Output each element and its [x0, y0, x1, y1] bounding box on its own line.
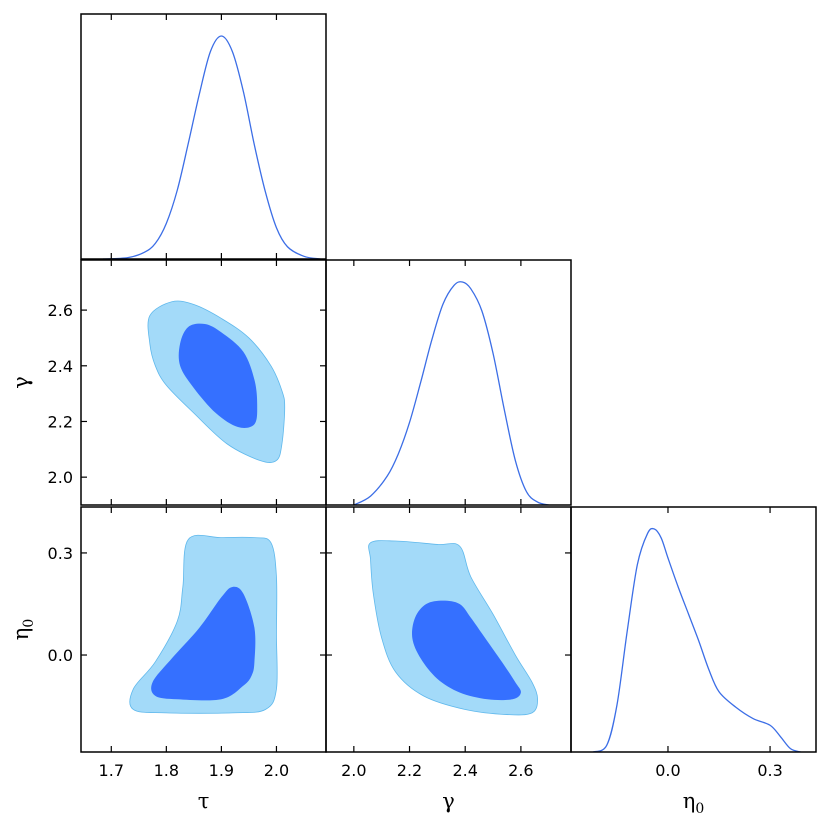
x-axis-label-tau: τ	[198, 789, 210, 813]
contour-68-gamma-eta0	[412, 600, 521, 701]
x-tick-label-tau: 1.8	[154, 761, 179, 780]
x-tick-label-gamma: 2.6	[508, 761, 533, 780]
x-tick-label-tau: 2.0	[264, 761, 289, 780]
y-tick-label-gamma: 2.6	[48, 301, 73, 320]
marginal-curve-tau	[102, 35, 321, 259]
y-axis-label-eta0: η0	[9, 619, 37, 641]
x-tick-label-gamma: 2.4	[452, 761, 477, 780]
y-tick-label-gamma: 2.4	[48, 357, 73, 376]
x-tick-label-eta0: 0.0	[655, 761, 680, 780]
x-tick-label-gamma: 2.2	[397, 761, 422, 780]
panel-eta0	[570, 506, 817, 753]
x-axis-label-gamma: γ	[442, 789, 455, 813]
y-axis-label-gamma: γ	[9, 376, 33, 389]
contour-68-tau-gamma	[178, 323, 258, 428]
x-tick-label-gamma: 2.0	[341, 761, 366, 780]
y-tick-label-gamma: 2.2	[48, 412, 73, 431]
x-tick-label-eta0: 0.3	[757, 761, 782, 780]
y-tick-label-eta0: 0.3	[48, 544, 73, 563]
x-tick-label-tau: 1.9	[209, 761, 234, 780]
panel-gamma	[325, 259, 572, 506]
marginal-curve-eta0	[592, 527, 801, 752]
y-tick-label-eta0: 0.0	[48, 646, 73, 665]
panel-tau	[80, 13, 327, 260]
contour-68-tau-eta0	[151, 586, 256, 701]
x-tick-label-tau: 1.7	[99, 761, 124, 780]
y-tick-label-gamma: 2.0	[48, 468, 73, 487]
x-axis-label-eta0: η0	[683, 789, 705, 817]
marginal-curve-gamma	[353, 281, 549, 505]
